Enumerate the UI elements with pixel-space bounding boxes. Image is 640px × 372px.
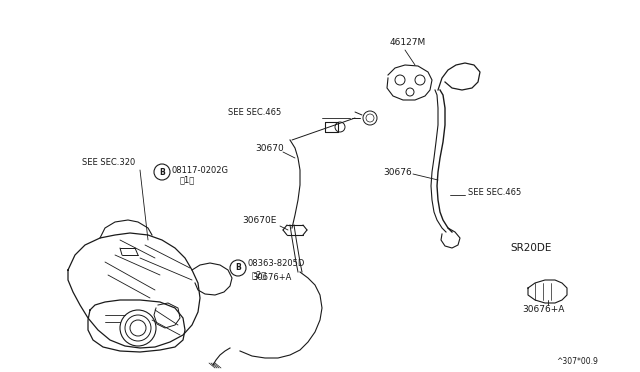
- Text: 30670: 30670: [255, 144, 284, 153]
- Text: 30676: 30676: [383, 167, 412, 176]
- Text: （1）: （1）: [180, 176, 195, 185]
- Text: （2）: （2）: [252, 270, 268, 279]
- Text: 08117-0202G: 08117-0202G: [172, 166, 229, 174]
- Text: 30676+A: 30676+A: [252, 273, 291, 282]
- Text: 30670E: 30670E: [242, 215, 276, 224]
- Text: SR20DE: SR20DE: [510, 243, 552, 253]
- Text: 46127M: 46127M: [390, 38, 426, 46]
- Text: SEE SEC.320: SEE SEC.320: [82, 157, 135, 167]
- Text: 30676+A: 30676+A: [522, 305, 564, 314]
- Text: SEE SEC.465: SEE SEC.465: [228, 108, 281, 116]
- Text: B: B: [159, 167, 165, 176]
- Text: 08363-8205D: 08363-8205D: [248, 260, 305, 269]
- Text: ^307*00.9: ^307*00.9: [556, 357, 598, 366]
- Text: SEE SEC.465: SEE SEC.465: [468, 187, 521, 196]
- Text: B: B: [235, 263, 241, 273]
